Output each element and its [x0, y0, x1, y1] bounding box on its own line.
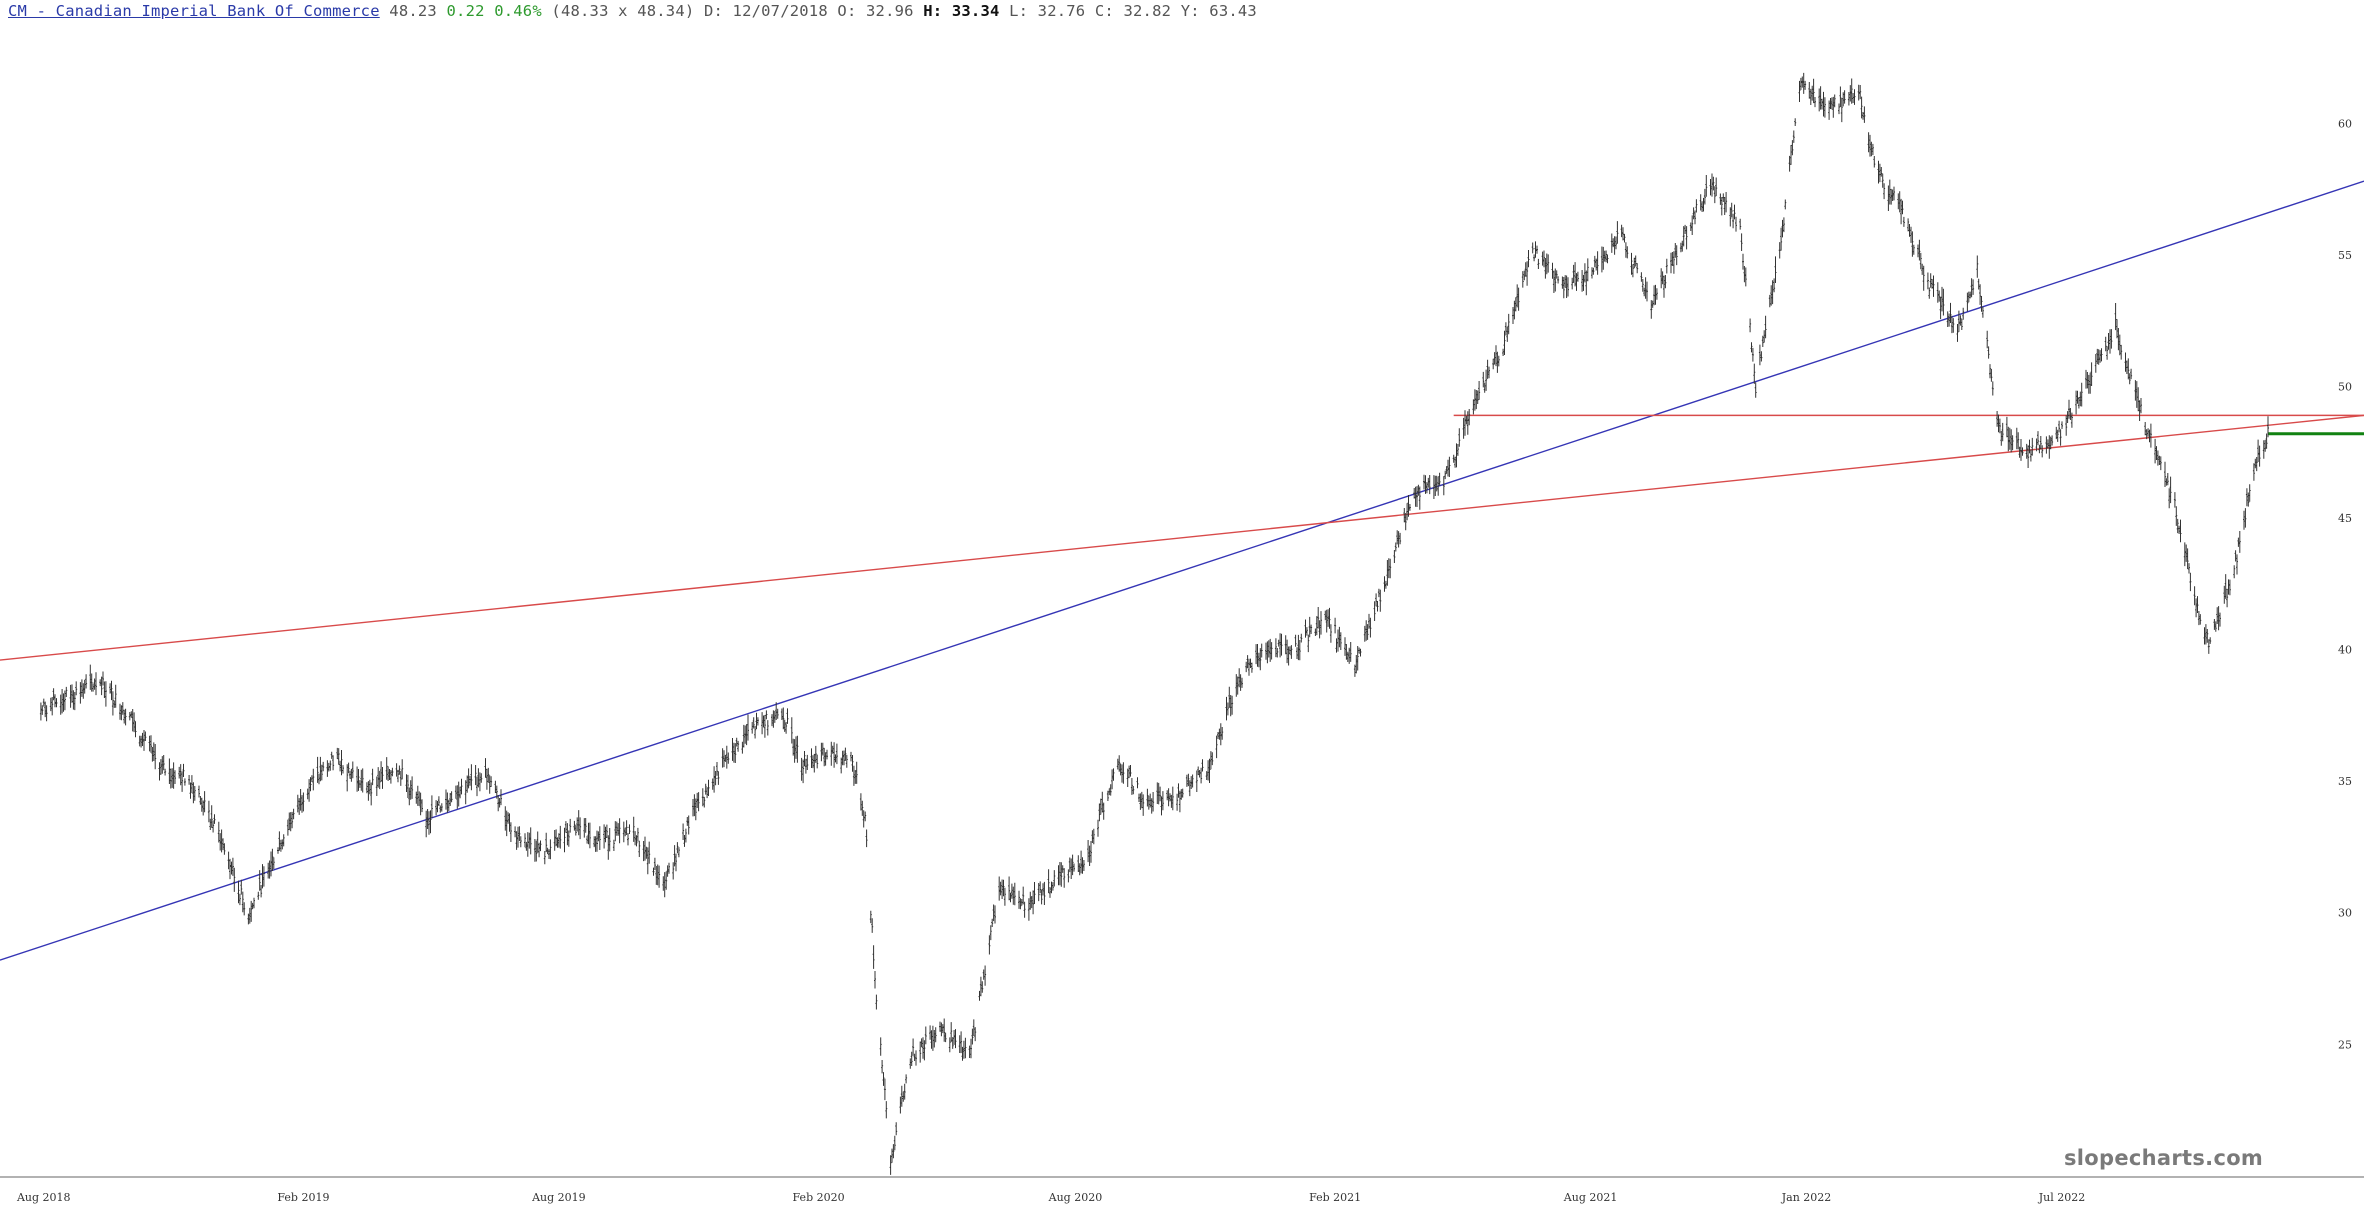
bar-date: D: 12/07/2018: [703, 2, 828, 20]
bar-close: C: 32.82: [1094, 2, 1172, 20]
x-tick-label: Aug 2021: [1563, 1191, 1618, 1204]
bar-open: O: 32.96: [837, 2, 914, 20]
y-tick-label: 25: [2338, 1038, 2352, 1051]
y-tick-label: 50: [2338, 380, 2352, 393]
y-tick-label: 40: [2338, 644, 2352, 657]
x-tick-label: Feb 2019: [277, 1191, 329, 1204]
y-tick-label: 55: [2338, 249, 2352, 262]
trendline-blue_trendline-0: [0, 180, 2364, 961]
bar-low: L: 32.76: [1009, 2, 1086, 20]
trendlines: [0, 180, 2364, 961]
price-change-percent: 0.46%: [494, 2, 542, 20]
x-tick-label: Jan 2022: [1781, 1191, 1832, 1204]
x-tick-label: Feb 2021: [1309, 1191, 1361, 1204]
x-axis-ticks: Aug 2018 Feb 2019 Aug 2019 Feb 2020 Aug 2020…: [16, 1191, 2085, 1204]
last-price: 48.23: [389, 2, 437, 20]
year-high: Y: 63.43: [1180, 2, 1257, 20]
price-bars-series-0: [39, 72, 2269, 1175]
symbol-link[interactable]: CM - Canadian Imperial Bank Of Commerce: [8, 2, 380, 20]
bid-ask: (48.33 x 48.34): [551, 2, 695, 20]
x-tick-label: Feb 2020: [793, 1191, 845, 1204]
y-axis-ticks: 25 30 35 40 45 50 55 60: [2338, 117, 2352, 1051]
y-tick-label: 35: [2338, 775, 2352, 788]
y-tick-label: 30: [2338, 907, 2352, 920]
y-tick-label: 60: [2338, 117, 2352, 130]
price-change: 0.22: [446, 2, 485, 20]
trendline-red_trendline-1: [0, 414, 2364, 661]
price-series: [39, 72, 2269, 1175]
x-tick-label: Aug 2019: [531, 1191, 586, 1204]
x-tick-label: Aug 2018: [16, 1191, 71, 1204]
watermark: slopecharts.com: [2064, 1146, 2264, 1170]
x-tick-label: Jul 2022: [2038, 1191, 2086, 1204]
bar-high-value: 33.34: [951, 2, 1000, 20]
bar-high-label: H:: [923, 2, 943, 20]
x-tick-label: Aug 2020: [1048, 1191, 1103, 1204]
chart-header: CM - Canadian Imperial Bank Of Commerce …: [8, 2, 1257, 20]
y-tick-label: 45: [2338, 512, 2352, 525]
